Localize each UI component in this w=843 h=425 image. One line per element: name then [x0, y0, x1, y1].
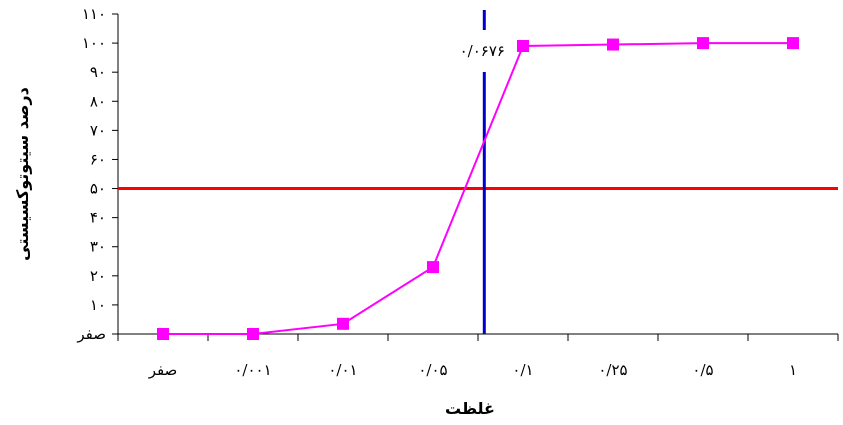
x-tick-label: ۱	[789, 361, 797, 379]
series	[157, 37, 799, 340]
data-point	[697, 37, 709, 50]
reference-line-vertical-label: ۰/۰۶۷۶	[460, 42, 505, 60]
y-tick-label: ۱۱۰	[82, 5, 106, 23]
y-tick-label: ۴۰	[90, 209, 106, 227]
y-ticks: صفر ۱۰ ۲۰ ۳۰ ۴۰ ۵۰ ۶۰ ۷۰ ۸۰ ۹۰ ۱۰۰ ۱۱۰	[76, 5, 118, 343]
data-point	[787, 37, 799, 50]
data-point	[427, 261, 439, 274]
y-tick-label: ۲۰	[90, 267, 106, 285]
y-tick-label: ۷۰	[90, 121, 106, 139]
y-tick-label: صفر	[76, 325, 106, 343]
y-tick-label: ۹۰	[90, 63, 106, 81]
y-tick-label: ۸۰	[90, 92, 106, 110]
y-tick-label: ۱۰	[90, 296, 106, 314]
data-point	[247, 328, 259, 340]
plot-area: صفر ۱۰ ۲۰ ۳۰ ۴۰ ۵۰ ۶۰ ۷۰ ۸۰ ۹۰ ۱۰۰ ۱۱۰ صفر ۰/۰۰۱ ۰/۰۱…	[76, 5, 839, 379]
data-point	[157, 328, 169, 340]
x-tick-label: ۰/۵	[692, 361, 713, 379]
data-point	[517, 40, 529, 52]
x-tick-label: ۰/۱	[512, 361, 533, 379]
x-tick-label: ۰/۲۵	[598, 361, 627, 379]
x-tick-label: ۰/۰۱	[328, 361, 357, 379]
y-axis-title: درصد سیتوتوکسیستی	[13, 87, 32, 261]
y-tick-label: ۵۰	[90, 180, 106, 198]
data-point	[607, 38, 619, 51]
y-tick-label: ۶۰	[90, 150, 106, 168]
x-ticks: صفر ۰/۰۰۱ ۰/۰۱ ۰/۰۵ ۰/۱ ۰/۲۵ ۰/۵ ۱	[117, 334, 839, 379]
series-line	[163, 42, 793, 335]
y-tick-label: ۱۰۰	[82, 34, 106, 52]
x-axis-title: غلظت	[445, 399, 495, 418]
y-tick-label: ۳۰	[90, 238, 106, 256]
data-point	[337, 317, 349, 330]
x-tick-label: ۰/۰۵	[418, 361, 447, 379]
x-tick-label: صفر	[148, 361, 178, 379]
x-tick-label: ۰/۰۰۱	[234, 361, 271, 379]
